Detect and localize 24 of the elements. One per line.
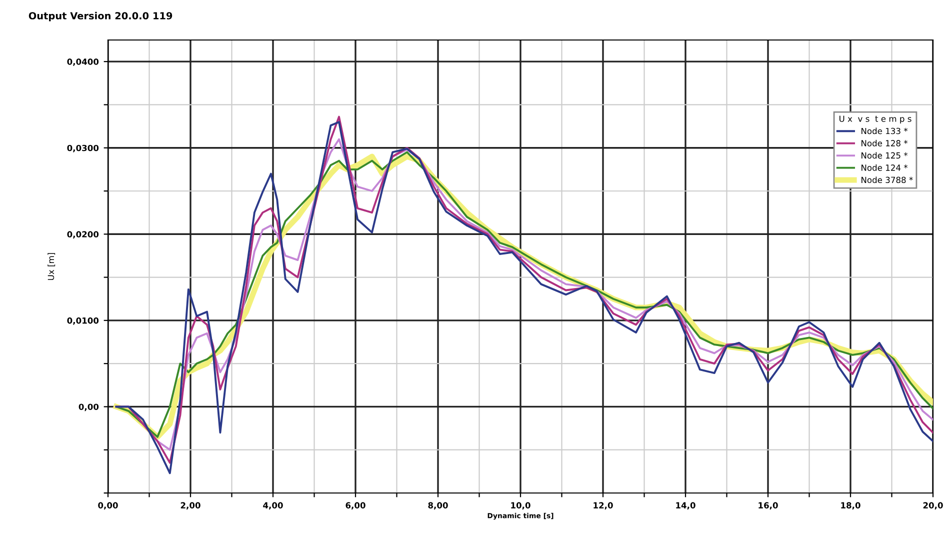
x-tick-label: 18,0 [841,502,860,510]
y-tick-label: 0,0400 [67,58,99,66]
x-tick-label: 6,00 [346,502,366,510]
y-axis-title: Ux [m] [48,253,56,280]
y-tick-label: 0,0300 [67,144,99,152]
y-tick-label: 0,00 [78,404,99,412]
x-tick-label: 8,00 [428,502,448,510]
x-tick-label: 2,00 [180,502,200,510]
legend-label: Node 125 * [862,152,908,159]
chart-title: Output Version 20.0.0 119 [28,12,172,22]
x-tick-label: 14,0 [676,502,696,510]
x-tick-label: 12,0 [594,502,613,510]
legend-title: U x v s t e m p s [840,116,912,124]
y-tick-label: 0,0200 [67,231,99,238]
x-tick-label: 0,00 [98,502,118,510]
legend-label: Node 128 * [862,140,908,146]
legend-label: Node 124 * [862,164,908,171]
x-tick-label: 20,0 [923,502,943,510]
x-tick-label: 16,0 [758,502,778,510]
legend-label: Node 133 * [862,128,908,134]
y-tick-label: 0,0100 [67,317,99,325]
x-tick-label: 10,0 [511,502,530,510]
x-tick-label: 4,00 [263,502,283,510]
legend-label: Node 3788 * [862,176,913,184]
